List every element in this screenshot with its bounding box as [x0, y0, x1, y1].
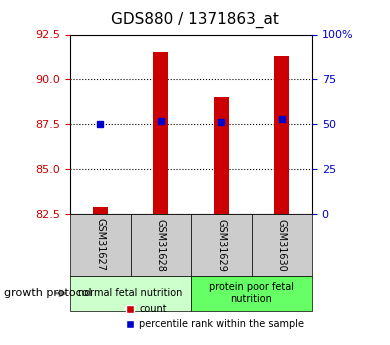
FancyBboxPatch shape — [191, 214, 252, 276]
Bar — [93, 207, 108, 214]
Text: GSM31630: GSM31630 — [277, 219, 287, 271]
Bar — [214, 97, 229, 214]
Bar — [153, 52, 168, 214]
FancyBboxPatch shape — [70, 276, 191, 310]
Text: normal fetal nutrition: normal fetal nutrition — [78, 288, 183, 298]
FancyBboxPatch shape — [191, 276, 312, 310]
FancyBboxPatch shape — [70, 214, 131, 276]
FancyBboxPatch shape — [131, 214, 191, 276]
Text: GDS880 / 1371863_at: GDS880 / 1371863_at — [111, 12, 279, 28]
Text: GSM31628: GSM31628 — [156, 218, 166, 272]
Text: growth protocol: growth protocol — [4, 288, 92, 298]
Bar — [274, 56, 289, 214]
Text: GSM31629: GSM31629 — [216, 218, 226, 272]
Legend: count, percentile rank within the sample: count, percentile rank within the sample — [121, 300, 308, 333]
Text: GSM31627: GSM31627 — [96, 218, 105, 272]
Text: protein poor fetal
nutrition: protein poor fetal nutrition — [209, 283, 294, 304]
FancyBboxPatch shape — [252, 214, 312, 276]
